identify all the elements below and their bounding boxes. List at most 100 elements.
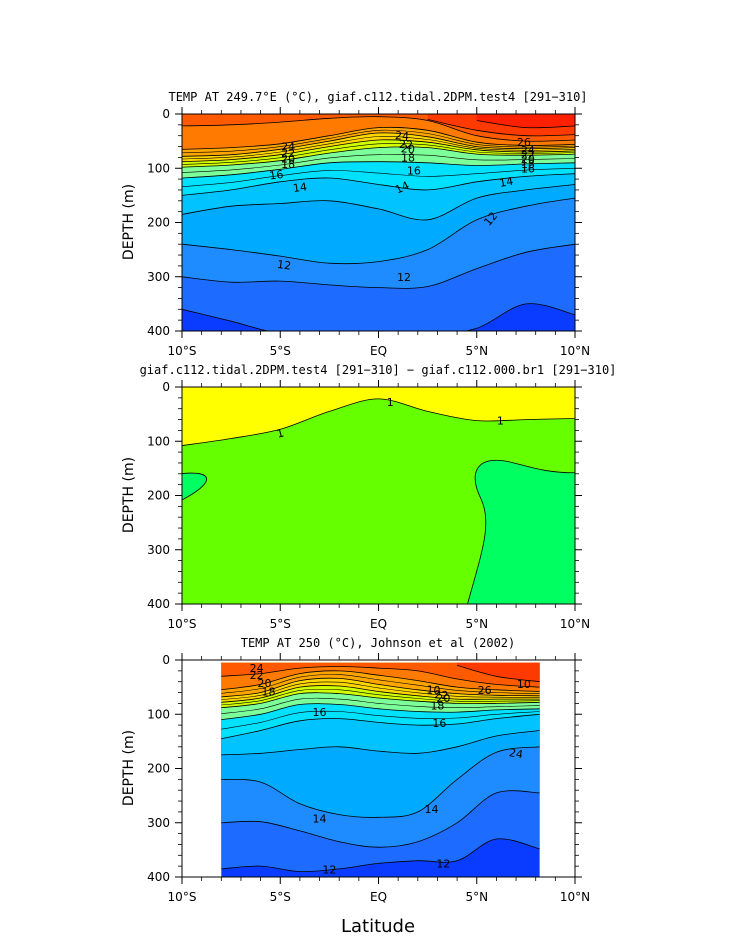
band-above-25 (221, 662, 540, 688)
y-tick-label: 100 (147, 434, 170, 448)
isotherm-26 (456, 665, 540, 683)
y-tick-label: 0 (162, 380, 170, 394)
isotherm-25 (221, 666, 540, 688)
contour-label: 14 (498, 175, 514, 190)
contour-label: 20 (258, 677, 272, 690)
x-tick-label: 10°S (168, 617, 197, 631)
contour-label: 16 (269, 168, 285, 183)
contour-label: 1 (387, 396, 394, 409)
y-tick-label: 0 (162, 107, 170, 121)
isotherm-16 (182, 161, 575, 179)
contour-label: 20 (281, 152, 295, 165)
isotherm-12 (221, 746, 540, 818)
y-tick-label: 300 (147, 543, 170, 557)
contour-label: 14 (292, 180, 308, 195)
isotherm-23 (182, 129, 575, 154)
contour-label: 24 (508, 746, 524, 761)
y-tick-label: 0 (162, 653, 170, 667)
isotherm-20 (182, 139, 575, 163)
contour-label: 16 (521, 162, 535, 175)
contour-label: 18 (521, 158, 535, 171)
isotherm-25 (182, 116, 575, 142)
isotherm-11 (182, 243, 575, 289)
contour-label: 22 (434, 688, 449, 702)
isotherm-22 (221, 677, 540, 698)
contour-label: 26 (478, 684, 492, 697)
contour-label: 10 (517, 678, 531, 691)
x-axis-label: Latitude (341, 916, 415, 937)
y-tick-label: 300 (147, 816, 170, 830)
panel-3: TEMP AT 250 (°C), Johnson et al (2002) 2… (121, 636, 590, 904)
contour-label: 14 (425, 803, 439, 816)
panel-2-fill (182, 387, 575, 604)
y-tick-label: 400 (147, 324, 170, 338)
contour-label: 22 (521, 149, 535, 162)
x-tick-label: 10°S (168, 344, 197, 358)
contour-label: 12 (397, 271, 411, 284)
x-tick-label: EQ (370, 344, 387, 358)
isotherm-19 (221, 688, 540, 706)
isotherm-24 (221, 670, 540, 692)
isotherm-15 (182, 168, 575, 187)
isotherm-13 (182, 184, 575, 221)
isotherm-23 (221, 674, 540, 694)
contour-label: 18 (261, 685, 275, 698)
panel-1-ylabel: DEPTH (m) (121, 184, 137, 260)
panel-1: TEMP AT 249.7°E (°C), giaf.c112.tidal.2D… (121, 90, 590, 358)
panel-2-minus1-left-region (182, 472, 208, 501)
isotherm-26 (427, 119, 575, 137)
panel-2-contour-labels: 1 1 1 (275, 396, 504, 441)
band-above-26 (457, 662, 540, 682)
isotherm-17 (182, 154, 575, 173)
x-tick-label: 5°S (270, 890, 291, 904)
contour-label: 14 (393, 179, 411, 197)
panel-2-title: giaf.c112.tidal.2DPM.test4 [291−310] − g… (140, 363, 617, 377)
contour-label: 16 (407, 164, 421, 177)
contour-label: 12 (436, 857, 450, 870)
panel-1-axes: 10°S 5°S EQ 5°N 10°N 0 100 200 300 400 (147, 107, 590, 358)
contour-label: 22 (281, 147, 295, 160)
isotherm-24 (182, 126, 575, 150)
isotherm-16 (221, 703, 540, 721)
y-tick-label: 200 (147, 489, 170, 503)
contour-label: 26 (517, 136, 531, 149)
isotherm-10 (182, 303, 575, 331)
x-tick-label: 5°N (465, 344, 488, 358)
x-tick-label: EQ (370, 890, 387, 904)
contour-label: 20 (436, 692, 450, 705)
contour-label: 10 (426, 683, 441, 697)
isotherm-21 (182, 136, 575, 160)
contour-label: 24 (250, 662, 264, 675)
panel-3-title: TEMP AT 250 (°C), Johnson et al (2002) (241, 636, 516, 650)
isotherm-10 (221, 838, 540, 873)
contour-label: 1 (275, 426, 285, 440)
panel-1-contours (182, 116, 575, 331)
y-tick-label: 400 (147, 597, 170, 611)
isotherm-14 (221, 713, 540, 740)
contour-label: 22 (250, 669, 264, 682)
contour-label: 22 (398, 138, 413, 152)
panel-1-title: TEMP AT 249.7°E (°C), giaf.c112.tidal.2D… (168, 90, 587, 104)
y-tick-label: 400 (147, 870, 170, 884)
isotherm-17 (221, 697, 540, 714)
contour-label: 1 (497, 415, 504, 428)
isotherm-15 (221, 710, 540, 730)
isotherm-18 (221, 692, 540, 709)
isotherm-18 (182, 146, 575, 168)
contour-label: 24 (281, 141, 295, 154)
isotherm-14 (182, 173, 575, 196)
x-tick-label: 5°S (270, 617, 291, 631)
panel-2-axes: 10°S 5°S EQ 5°N 10°N 0 100 200 300 400 (147, 380, 590, 631)
y-tick-label: 200 (147, 216, 170, 230)
contour-label: 16 (313, 706, 327, 719)
y-tick-label: 300 (147, 270, 170, 284)
isotherm-13 (221, 730, 540, 756)
x-tick-label: EQ (370, 617, 387, 631)
isotherm-22 (182, 132, 575, 157)
panel-2: giaf.c112.tidal.2DPM.test4 [291−310] − g… (121, 363, 616, 631)
contour-label: 18 (281, 158, 295, 171)
x-tick-label: 5°N (465, 890, 488, 904)
isotherm-21 (221, 681, 540, 700)
